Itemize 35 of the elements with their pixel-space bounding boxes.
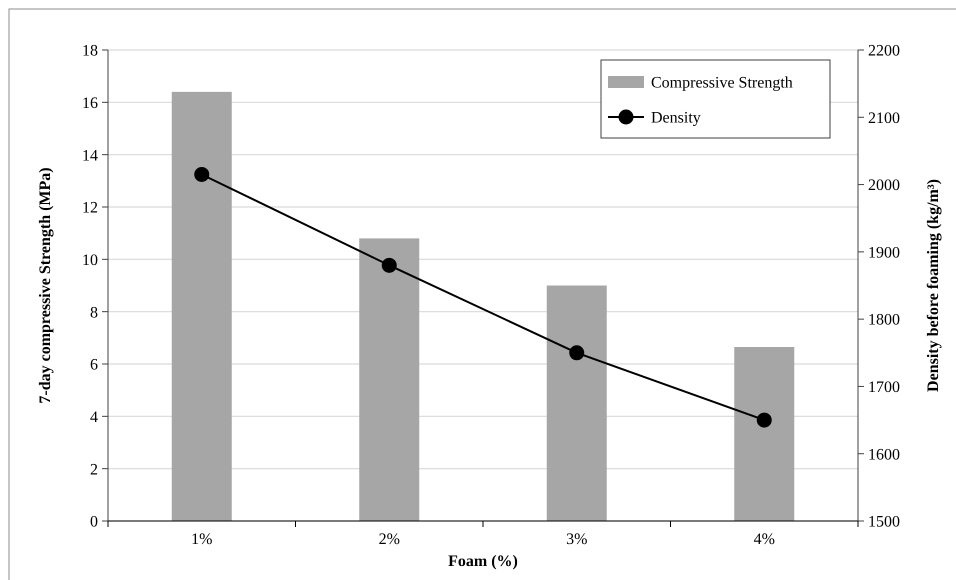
y2-tick-label: 2100 <box>868 110 900 127</box>
legend-label: Compressive Strength <box>651 74 793 92</box>
point <box>569 345 584 360</box>
y2-tick-label: 2000 <box>868 177 900 194</box>
y-tick-label: 4 <box>90 408 98 426</box>
y-tick-label: 10 <box>82 252 98 269</box>
y-tick-label: 16 <box>82 94 98 112</box>
bar <box>734 346 794 521</box>
y-tick-label: 12 <box>82 200 98 217</box>
x-tick-label: 1% <box>191 531 212 548</box>
y2-tick-label: 1800 <box>868 312 900 329</box>
x-tick-label: 3% <box>566 531 588 548</box>
y2-axis-title: Density before foaming (kg/m³) <box>925 179 942 392</box>
bar <box>172 92 232 521</box>
y-tick-label: 8 <box>90 304 98 322</box>
point <box>382 258 397 273</box>
x-axis-title: Foam (%) <box>448 553 518 570</box>
legend-label: Density <box>651 110 701 127</box>
y2-tick-label: 2200 <box>868 42 900 60</box>
y-tick-label: 0 <box>90 514 98 531</box>
point <box>756 412 772 428</box>
x-tick-label: 4% <box>754 531 775 548</box>
y2-tick-label: 1700 <box>868 379 900 396</box>
y-tick-label: 6 <box>90 356 98 374</box>
bar <box>546 286 607 521</box>
y-tick-label: 14 <box>82 147 98 164</box>
y2-tick-label: 1900 <box>868 244 900 262</box>
y-tick-label: 2 <box>90 461 98 478</box>
y-axis-title: 7-day compressive Strength (MPa) <box>37 167 54 404</box>
y2-tick-label: 1500 <box>868 514 900 531</box>
y-tick-label: 18 <box>82 42 98 60</box>
point <box>194 166 210 182</box>
y2-tick-label: 1600 <box>868 446 900 464</box>
bar <box>359 238 420 521</box>
x-tick-label: 2% <box>378 531 400 548</box>
